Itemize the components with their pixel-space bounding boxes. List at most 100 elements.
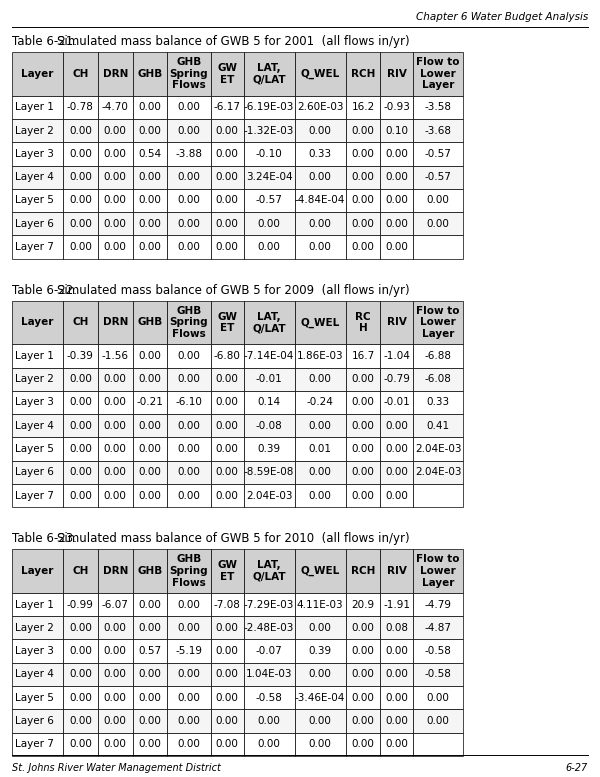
Text: 0.00: 0.00 — [308, 670, 332, 679]
Bar — [244, 189, 295, 212]
Text: 0.41: 0.41 — [427, 421, 449, 430]
Bar — [295, 301, 346, 344]
Text: 0.00: 0.00 — [427, 219, 449, 228]
Text: 0.00: 0.00 — [69, 149, 92, 159]
Text: 0.00: 0.00 — [139, 600, 161, 609]
Text: -0.99: -0.99 — [67, 600, 94, 609]
Bar — [380, 235, 413, 259]
Text: 2.60E-03: 2.60E-03 — [297, 103, 343, 112]
Text: 0.00: 0.00 — [69, 444, 92, 454]
Text: 0.00: 0.00 — [139, 172, 161, 182]
Text: 0.00: 0.00 — [215, 196, 239, 205]
Text: 0.00: 0.00 — [69, 693, 92, 702]
Bar — [12, 301, 63, 344]
Bar — [244, 549, 295, 593]
Bar — [380, 593, 413, 616]
Bar — [211, 639, 244, 663]
Bar — [98, 212, 133, 235]
Text: RIV: RIV — [387, 69, 407, 78]
Bar — [295, 616, 346, 639]
Text: RIV: RIV — [387, 566, 407, 576]
Text: Flow to
Lower
Layer: Flow to Lower Layer — [416, 555, 460, 587]
Text: 0.00: 0.00 — [352, 670, 374, 679]
Bar — [295, 52, 346, 96]
Bar — [63, 368, 98, 391]
Text: 0.00: 0.00 — [69, 623, 92, 632]
Bar — [413, 709, 463, 733]
Bar — [295, 437, 346, 461]
Text: 0.00: 0.00 — [215, 468, 239, 477]
Bar — [133, 461, 167, 484]
Text: -6.07: -6.07 — [102, 600, 128, 609]
Text: DRN: DRN — [103, 318, 128, 327]
Text: 0.00: 0.00 — [104, 375, 127, 384]
Text: 0.00: 0.00 — [215, 172, 239, 182]
Text: 0.00: 0.00 — [178, 421, 200, 430]
Text: 0.08: 0.08 — [385, 623, 409, 632]
Text: 0.00: 0.00 — [69, 126, 92, 135]
Text: GW
ET: GW ET — [217, 560, 237, 582]
Text: Q_WEL: Q_WEL — [301, 566, 340, 577]
Text: -5.19: -5.19 — [176, 646, 203, 656]
Bar — [413, 212, 463, 235]
Text: 0.00: 0.00 — [104, 670, 127, 679]
Bar — [167, 709, 211, 733]
Text: 0.00: 0.00 — [308, 421, 332, 430]
Text: 0.00: 0.00 — [385, 740, 409, 749]
Text: Table 6-23.: Table 6-23. — [12, 532, 77, 545]
Bar — [380, 461, 413, 484]
Bar — [295, 189, 346, 212]
Text: 0.00: 0.00 — [104, 421, 127, 430]
Bar — [12, 461, 63, 484]
Bar — [380, 616, 413, 639]
Bar — [63, 166, 98, 189]
Text: 16.7: 16.7 — [352, 351, 374, 361]
Bar — [167, 96, 211, 119]
Bar — [63, 344, 98, 368]
Text: 0.00: 0.00 — [352, 242, 374, 252]
Bar — [380, 639, 413, 663]
Text: 0.00: 0.00 — [69, 421, 92, 430]
Bar — [133, 301, 167, 344]
Text: 0.00: 0.00 — [308, 242, 332, 252]
Bar — [346, 549, 380, 593]
Text: 0.00: 0.00 — [69, 646, 92, 656]
Bar — [12, 235, 63, 259]
Bar — [98, 52, 133, 96]
Bar — [413, 96, 463, 119]
Bar — [12, 344, 63, 368]
Bar — [295, 142, 346, 166]
Text: 0.00: 0.00 — [104, 149, 127, 159]
Bar — [380, 549, 413, 593]
Bar — [211, 166, 244, 189]
Text: -0.57: -0.57 — [425, 172, 451, 182]
Text: 0.00: 0.00 — [178, 196, 200, 205]
Bar — [244, 593, 295, 616]
Bar — [211, 96, 244, 119]
Bar — [12, 391, 63, 414]
Bar — [12, 212, 63, 235]
Bar — [244, 709, 295, 733]
Bar — [244, 391, 295, 414]
Text: -6.19E-03: -6.19E-03 — [244, 103, 294, 112]
Bar — [211, 686, 244, 709]
Bar — [133, 593, 167, 616]
Bar — [167, 616, 211, 639]
Bar — [295, 709, 346, 733]
Text: RCH: RCH — [351, 566, 375, 576]
Text: 0.00: 0.00 — [178, 351, 200, 361]
Text: -0.78: -0.78 — [67, 103, 94, 112]
Text: 0.00: 0.00 — [104, 196, 127, 205]
Text: -1.04: -1.04 — [383, 351, 410, 361]
Text: 0.00: 0.00 — [427, 693, 449, 702]
Bar — [413, 301, 463, 344]
Bar — [380, 733, 413, 756]
Text: Layer 4: Layer 4 — [15, 172, 54, 182]
Text: 0.00: 0.00 — [139, 740, 161, 749]
Text: -0.58: -0.58 — [256, 693, 283, 702]
Text: 0.00: 0.00 — [385, 421, 409, 430]
Text: 1.86E-03: 1.86E-03 — [297, 351, 343, 361]
Bar — [380, 391, 413, 414]
Text: 0.00: 0.00 — [69, 670, 92, 679]
Text: -0.24: -0.24 — [307, 398, 334, 407]
